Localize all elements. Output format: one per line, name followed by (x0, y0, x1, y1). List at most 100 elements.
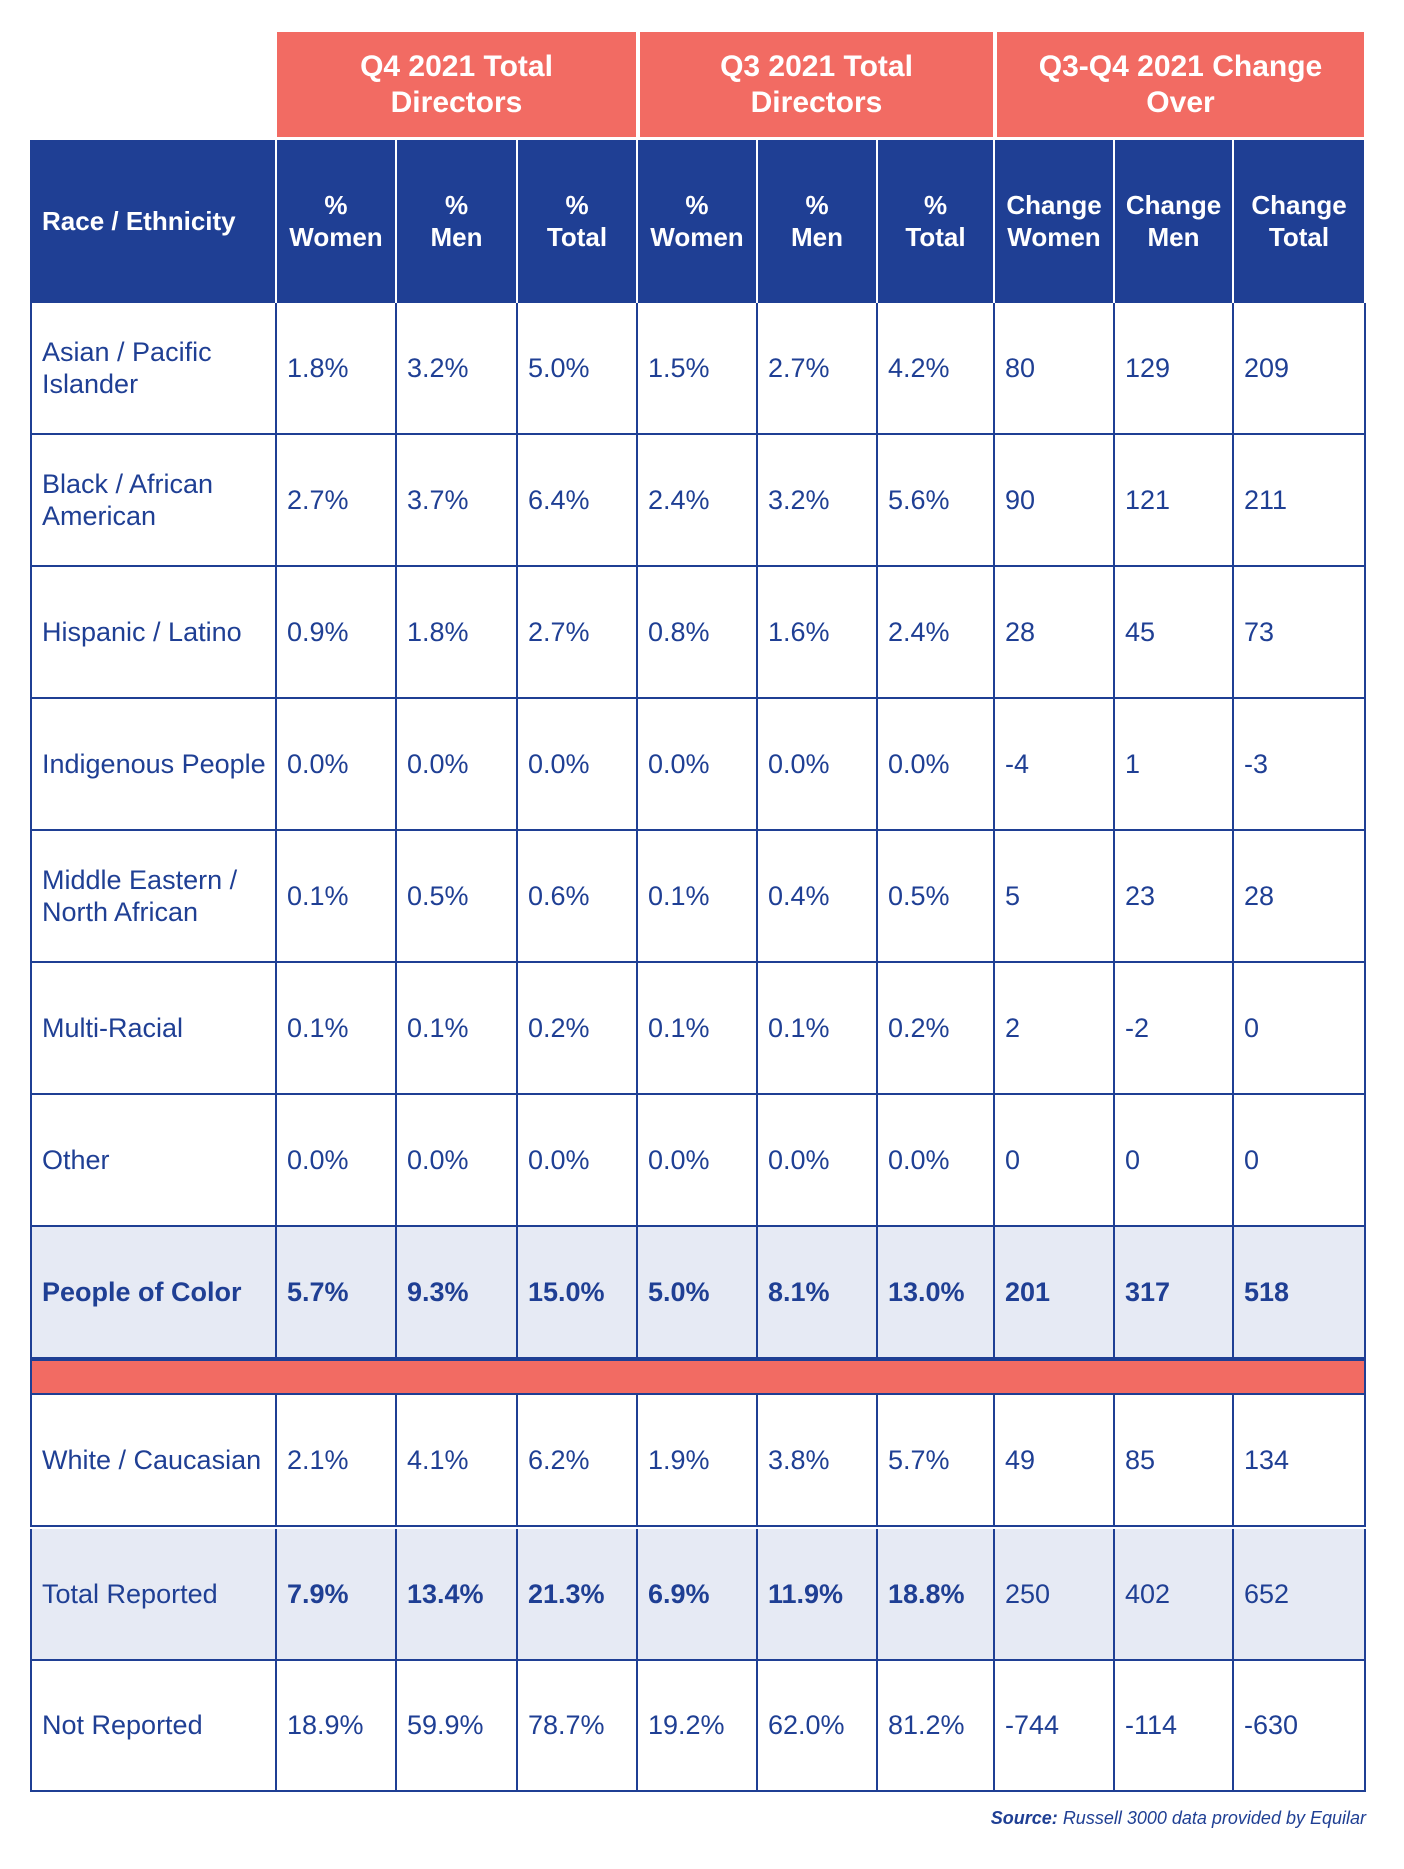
table-cell-text: 0 (1244, 1144, 1260, 1175)
column-header: % Women (638, 140, 758, 303)
table-cell-text: 9.3% (407, 1276, 469, 1307)
table-cell-text: 0.2% (888, 1012, 950, 1043)
table-cell: 1.5% (638, 303, 758, 435)
table-cell: 0.0% (758, 699, 878, 831)
row-label: Indigenous People (30, 699, 277, 831)
table-cell: 6.2% (518, 1395, 638, 1527)
table-cell: 5.0% (518, 303, 638, 435)
table-cell-text: 8.1% (768, 1276, 830, 1307)
table-cell: 80 (995, 303, 1115, 435)
table-cell: 11.9% (758, 1529, 878, 1661)
table-cell: 0 (1234, 1095, 1366, 1227)
table-cell: 4.1% (397, 1395, 518, 1527)
table-cell-text: 0.1% (287, 1012, 349, 1043)
table-cell: 2.4% (878, 567, 995, 699)
table-cell-text: 78.7% (528, 1709, 605, 1740)
row-label-text: Black / African American (42, 468, 214, 531)
table-cell-text: 2.1% (287, 1444, 349, 1475)
table-cell: 81.2% (878, 1660, 995, 1792)
table-cell: 2.1% (277, 1395, 397, 1527)
table-cell-text: 6.9% (648, 1578, 710, 1609)
table-cell: 0.4% (758, 831, 878, 963)
column-header-text: % Women (289, 190, 383, 252)
table-cell-text: 45 (1125, 616, 1156, 647)
table-cell: 0.5% (878, 831, 995, 963)
group-header-text: Q3-Q4 2021 Change Over (1038, 49, 1323, 119)
table-cell: 73 (1234, 567, 1366, 699)
table-cell: 134 (1234, 1395, 1366, 1527)
table-cell: 0.1% (397, 963, 518, 1095)
table-cell-text: 11.9% (768, 1578, 844, 1609)
table-cell: 2.4% (638, 435, 758, 567)
table-cell-text: 2.7% (768, 352, 830, 383)
table-cell-text: 2 (1005, 1012, 1021, 1043)
column-header: % Total (878, 140, 995, 303)
table-cell: 0.0% (277, 699, 397, 831)
table-cell: 317 (1115, 1227, 1234, 1359)
table-cell: 209 (1234, 303, 1366, 435)
table-cell: -3 (1234, 699, 1366, 831)
table-cell: 518 (1234, 1227, 1366, 1359)
table-cell: 0 (1234, 963, 1366, 1095)
table-cell: 121 (1115, 435, 1234, 567)
table-cell: 59.9% (397, 1660, 518, 1792)
group-header: Q3-Q4 2021 Change Over (997, 32, 1364, 137)
table-cell-text: 62.0% (768, 1709, 845, 1740)
table-cell-text: -4 (1005, 748, 1030, 779)
table-cell-text: 0 (1125, 1144, 1141, 1175)
table-cell-text: 1.5% (648, 352, 710, 383)
table-cell: 250 (995, 1529, 1115, 1661)
table-cell-text: 4.2% (888, 352, 950, 383)
table-cell-text: 2.7% (528, 616, 590, 647)
table-cell-text: 0.5% (407, 880, 469, 911)
table-cell-text: 0.4% (768, 880, 830, 911)
table-cell: 4.2% (878, 303, 995, 435)
table-cell-text: 0.0% (648, 748, 710, 779)
table-cell-text: 13.4% (407, 1578, 484, 1609)
table-cell-text: 0.0% (888, 748, 950, 779)
row-label-text: Total Reported (42, 1578, 218, 1609)
table-cell: 3.2% (397, 303, 518, 435)
table-cell-text: 1 (1125, 748, 1141, 779)
column-header-text: % Men (430, 190, 483, 252)
table-cell-text: -114 (1125, 1709, 1178, 1740)
table-cell: 21.3% (518, 1529, 638, 1661)
table-cell: 6.4% (518, 435, 638, 567)
table-cell: 0.0% (878, 699, 995, 831)
source-note: Source: Russell 3000 data provided by Eq… (991, 1808, 1366, 1829)
table-cell: 7.9% (277, 1529, 397, 1661)
table-cell: 0 (1115, 1095, 1234, 1227)
table-cell: -630 (1234, 1660, 1366, 1792)
table-cell: 0.1% (638, 831, 758, 963)
table-cell: 6.9% (638, 1529, 758, 1661)
table-cell: 0.6% (518, 831, 638, 963)
group-header-text: Q3 2021 Total Directors (720, 49, 913, 119)
table-cell-text: 5.0% (648, 1276, 710, 1307)
table-cell: 129 (1115, 303, 1234, 435)
column-header: % Men (397, 140, 518, 303)
table-cell: 1 (1115, 699, 1234, 831)
table-cell-text: 250 (1005, 1578, 1051, 1609)
row-label: White / Caucasian (30, 1395, 277, 1527)
table-cell: 0.2% (878, 963, 995, 1095)
table-cell-text: 317 (1125, 1276, 1171, 1307)
table-cell-text: 13.0% (888, 1276, 965, 1307)
table-cell-text: 5.0% (528, 352, 590, 383)
table-cell: 18.8% (878, 1529, 995, 1661)
table-cell-text: 0.0% (768, 748, 830, 779)
table-cell-text: 0.1% (648, 880, 710, 911)
table-cell: 5.7% (878, 1395, 995, 1527)
table-cell: 0.0% (397, 699, 518, 831)
table-cell-text: 0.5% (888, 880, 950, 911)
table-cell-text: 23 (1125, 880, 1156, 911)
table-cell-text: 1.8% (407, 616, 469, 647)
group-header-text: Q4 2021 Total Directors (360, 49, 553, 119)
table-cell-text: 18.9% (287, 1709, 364, 1740)
table-cell-text: 1.8% (287, 352, 349, 383)
column-header: Change Men (1115, 140, 1234, 303)
column-header-text: Change Women (1006, 190, 1102, 252)
table-cell: 78.7% (518, 1660, 638, 1792)
column-header: % Women (277, 140, 397, 303)
table-cell-text: 0.8% (648, 616, 710, 647)
